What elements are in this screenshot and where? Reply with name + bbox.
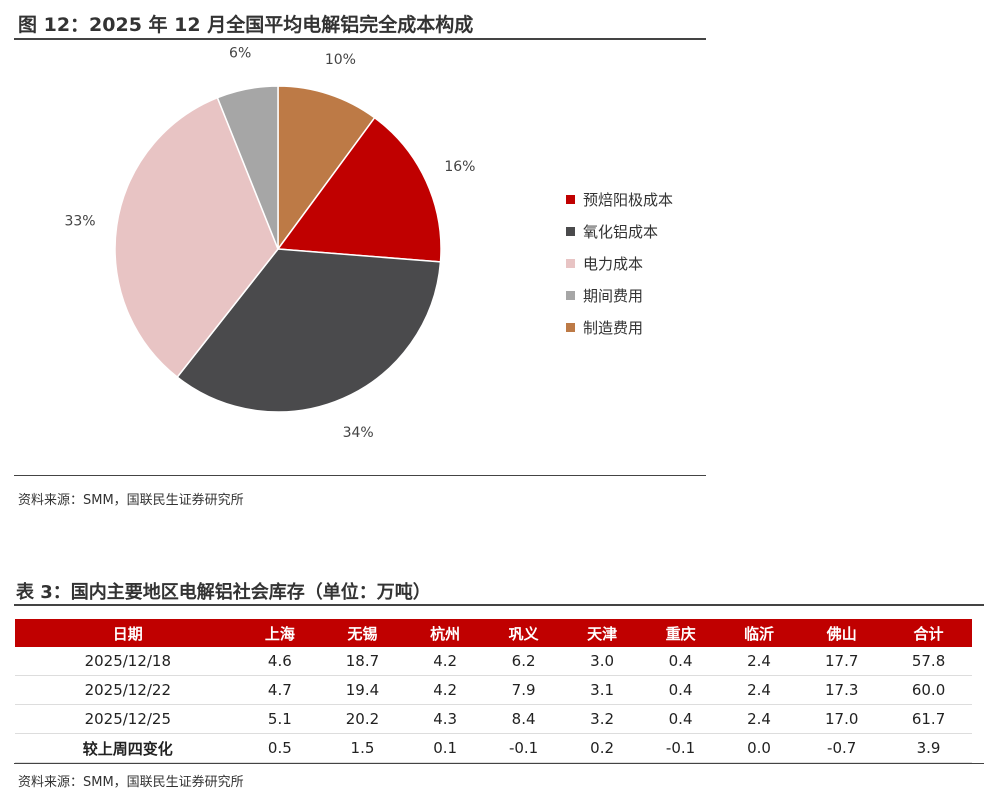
column-header: 上海 bbox=[240, 619, 320, 647]
table-cell: 4.7 bbox=[240, 675, 320, 705]
figure-title: 图 12：2025 年 12 月全国平均电解铝完全成本构成 bbox=[18, 14, 474, 36]
column-header: 重庆 bbox=[641, 619, 720, 647]
legend-item: 制造费用 bbox=[566, 311, 673, 343]
legend-item: 期间费用 bbox=[566, 279, 673, 311]
legend-label: 制造费用 bbox=[583, 318, 644, 337]
table-cell: 19.4 bbox=[319, 675, 406, 705]
table-cell: 5.1 bbox=[240, 704, 320, 734]
table-cell: 17.3 bbox=[798, 675, 886, 705]
pie-slice bbox=[114, 96, 279, 379]
column-header: 佛山 bbox=[798, 619, 886, 647]
table-cell: 57.8 bbox=[885, 647, 972, 676]
pie-slice bbox=[276, 116, 442, 263]
pie-slice bbox=[176, 248, 442, 413]
table-cell: 20.2 bbox=[319, 704, 406, 734]
title-rule bbox=[14, 38, 706, 40]
table-cell: 17.7 bbox=[798, 647, 886, 676]
column-header: 无锡 bbox=[319, 619, 406, 647]
pie-slice bbox=[216, 85, 279, 250]
legend-item: 电力成本 bbox=[566, 247, 673, 279]
table-cell: 0.5 bbox=[240, 733, 320, 763]
table-cell: 0.0 bbox=[719, 733, 799, 763]
figure-source: 资料来源：SMM，国联民生证券研究所 bbox=[18, 493, 244, 508]
table-cell: 3.2 bbox=[562, 704, 642, 734]
table-title-rule bbox=[14, 604, 984, 606]
legend-item: 氧化铝成本 bbox=[566, 215, 673, 247]
slice-label: 34% bbox=[343, 425, 374, 440]
table-row: 2025/12/22 4.7 19.4 4.2 7.9 3.1 0.4 2.4 17.3 60.0 bbox=[15, 675, 972, 705]
table-cell: -0.7 bbox=[798, 733, 886, 763]
table-row: 2025/12/25 5.1 20.2 4.3 8.4 3.2 0.4 2.4 17.0 61.7 bbox=[15, 704, 972, 734]
column-header: 日期 bbox=[15, 619, 241, 647]
table-cell: 较上周四变化 bbox=[15, 733, 241, 763]
table-cell: 60.0 bbox=[885, 675, 972, 705]
table-cell: 3.0 bbox=[562, 647, 642, 676]
table-cell: -0.1 bbox=[641, 733, 720, 763]
table-source: 资料来源：SMM，国联民生证券研究所 bbox=[18, 775, 244, 790]
legend-item: 预焙阳极成本 bbox=[566, 183, 673, 215]
table-cell: 7.9 bbox=[484, 675, 563, 705]
table-title: 表 3：国内主要地区电解铝社会库存（单位：万吨） bbox=[16, 582, 431, 603]
table-cell: 4.3 bbox=[405, 704, 485, 734]
chart-bottom-rule bbox=[14, 475, 706, 476]
table-cell: 61.7 bbox=[885, 704, 972, 734]
table-cell: 4.2 bbox=[405, 647, 485, 676]
column-header: 天津 bbox=[562, 619, 642, 647]
table-cell: 4.2 bbox=[405, 675, 485, 705]
table-cell: 3.9 bbox=[885, 733, 972, 763]
table-cell: 6.2 bbox=[484, 647, 563, 676]
table-cell: 0.4 bbox=[641, 647, 720, 676]
table-cell: 3.1 bbox=[562, 675, 642, 705]
table-cell: 2025/12/22 bbox=[15, 675, 241, 705]
slice-label: 6% bbox=[229, 46, 251, 62]
legend-swatch bbox=[566, 290, 575, 300]
slice-label: 33% bbox=[64, 214, 95, 230]
table-cell: 17.0 bbox=[798, 704, 886, 734]
table-cell: 18.7 bbox=[319, 647, 406, 676]
pie-chart: 10% 16% 34% 33% 6% bbox=[64, 46, 475, 440]
table-cell: 8.4 bbox=[484, 704, 563, 734]
slice-label: 16% bbox=[444, 159, 475, 175]
legend-swatch bbox=[566, 258, 575, 268]
table-cell: -0.1 bbox=[484, 733, 563, 763]
table-cell: 2025/12/18 bbox=[15, 647, 241, 676]
table-cell: 2025/12/25 bbox=[15, 704, 241, 734]
legend-label: 电力成本 bbox=[583, 254, 644, 273]
chart-legend: 预焙阳极成本 氧化铝成本电力成本期间费用制造费用 bbox=[566, 183, 673, 343]
table-cell: 2.4 bbox=[719, 675, 799, 705]
column-header: 临沂 bbox=[719, 619, 799, 647]
table-cell: 4.6 bbox=[240, 647, 320, 676]
inventory-table: 日期 上海 无锡 杭州 巩义 天津 重庆 临沂 佛山 合计 2025/12/18 4.6 18.7 4.2… bbox=[15, 619, 972, 763]
table-cell: 0.4 bbox=[641, 675, 720, 705]
table-cell: 0.4 bbox=[641, 704, 720, 734]
table-row: 2025/12/18 4.6 18.7 4.2 6.2 3.0 0.4 2.4 17.7 57.8 bbox=[15, 647, 972, 676]
table-row: 较上周四变化 0.5 1.5 0.1 -0.1 0.2 -0.1 0.0 -0.7 3.9 bbox=[15, 733, 972, 763]
table-cell: 0.2 bbox=[562, 733, 642, 763]
table-cell: 2.4 bbox=[719, 647, 799, 676]
table-cell: 2.4 bbox=[719, 704, 799, 734]
table-cell: 1.5 bbox=[319, 733, 406, 763]
legend-swatch bbox=[566, 194, 575, 204]
legend-label: 预焙阳极成本 bbox=[583, 190, 674, 209]
legend-label: 氧化铝成本 bbox=[583, 222, 659, 241]
legend-swatch bbox=[566, 226, 575, 236]
column-header: 合计 bbox=[885, 619, 972, 647]
column-header: 杭州 bbox=[405, 619, 485, 647]
column-header: 巩义 bbox=[484, 619, 563, 647]
table-cell: 0.1 bbox=[405, 733, 485, 763]
legend-swatch bbox=[566, 322, 575, 332]
legend-label: 期间费用 bbox=[583, 286, 644, 305]
slice-label: 10% bbox=[325, 52, 356, 68]
table-bottom-rule bbox=[14, 763, 984, 764]
pie-slice bbox=[277, 85, 376, 252]
